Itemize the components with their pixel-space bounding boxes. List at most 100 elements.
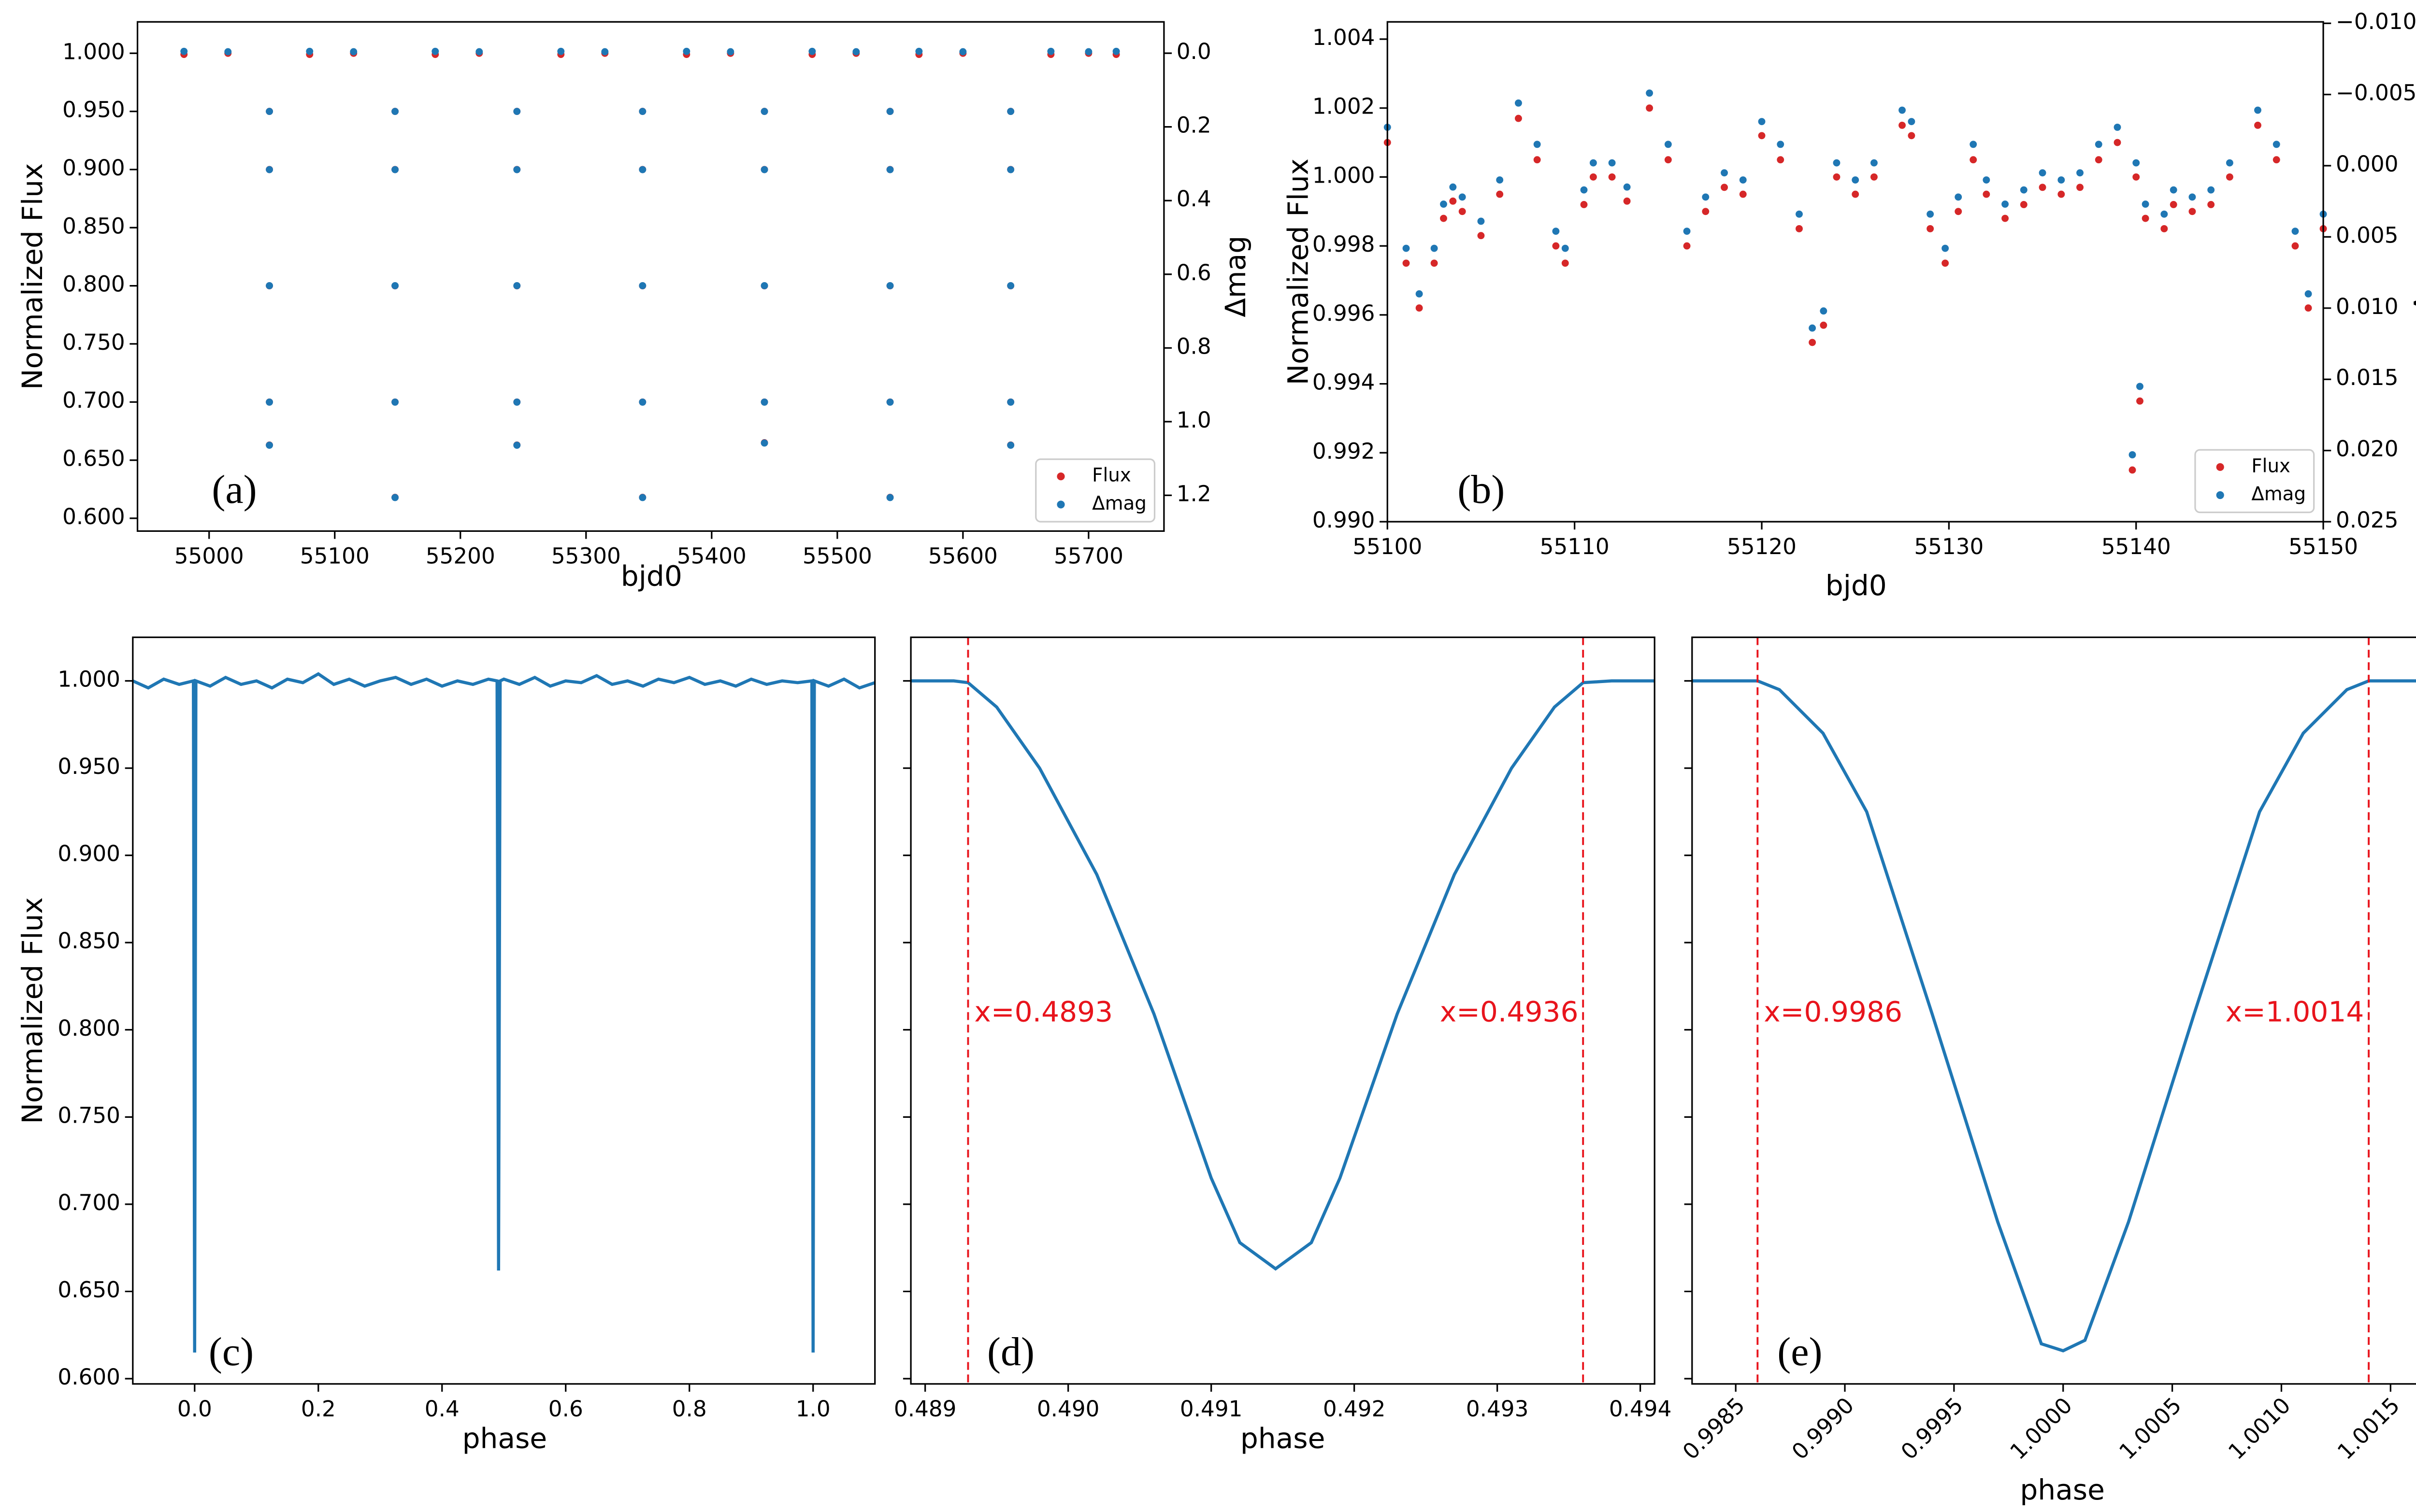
x-tick-label: 0.6	[548, 1396, 583, 1422]
data-point	[2254, 121, 2261, 129]
x-tick-label: 1.0015	[2332, 1392, 2404, 1464]
y2-tick-label: 0.4	[1177, 186, 1211, 212]
y-tick-label: 0.996	[1312, 300, 1375, 326]
data-point	[1646, 104, 1654, 112]
data-point	[1664, 156, 1672, 164]
data-point	[886, 398, 894, 406]
x-tick-label: 55100	[1352, 534, 1422, 559]
data-point	[959, 48, 967, 56]
y-tick-label: 0.600	[58, 1364, 120, 1390]
data-point	[1796, 210, 1803, 218]
vline-label: x=0.9986	[1764, 996, 1902, 1028]
y-tick-label: 0.750	[62, 329, 125, 355]
data-point	[1721, 169, 1728, 177]
data-point	[1739, 176, 1747, 184]
data-point	[1927, 210, 1934, 218]
data-line	[911, 679, 1655, 1271]
data-point	[1007, 108, 1015, 115]
data-point	[1758, 132, 1766, 140]
x-tick-label: 55130	[1914, 534, 1984, 559]
y-tick-label: 1.004	[1312, 25, 1375, 50]
data-point	[639, 398, 647, 406]
data-point	[1970, 141, 1977, 148]
y2-tick-label: 0.010	[2336, 294, 2399, 319]
data-point	[1833, 173, 1841, 181]
legend-label: Δmag	[2251, 484, 2306, 505]
y-tick-label: 0.950	[58, 754, 120, 779]
x-tick-label: 1.0005	[2114, 1392, 2186, 1464]
data-point	[1449, 197, 1457, 205]
data-point	[1007, 282, 1015, 289]
data-point	[475, 48, 483, 56]
y-tick-label: 1.000	[58, 667, 120, 692]
y2-axis-label: Δmag	[1219, 236, 1252, 317]
data-point	[1777, 141, 1784, 148]
x-tick-label: 0.9995	[1896, 1392, 1968, 1464]
data-point	[886, 494, 894, 501]
y2-tick-label: −0.010	[2336, 9, 2416, 34]
data-point	[2128, 451, 2136, 458]
data-point	[1955, 193, 1962, 201]
data-point	[1941, 259, 1949, 267]
x-tick-label: 55150	[2288, 534, 2358, 559]
data-point	[639, 494, 647, 501]
legend-marker	[1057, 472, 1065, 481]
data-point	[915, 47, 923, 55]
x-axis-label: phase	[1240, 1422, 1325, 1455]
data-point	[1646, 89, 1654, 97]
y2-tick-label: 0.2	[1177, 113, 1211, 138]
data-point	[2132, 173, 2140, 181]
x-tick-label: 0.9990	[1787, 1392, 1859, 1464]
y2-tick-label: 1.2	[1177, 481, 1211, 506]
data-point	[1496, 190, 1504, 198]
data-point	[1533, 156, 1541, 164]
data-point	[2001, 200, 2009, 208]
data-point	[1047, 47, 1055, 55]
legend-box	[1035, 458, 1156, 523]
x-tick-label: 55600	[928, 543, 998, 569]
data-point	[266, 442, 273, 449]
x-tick-label: 1.0000	[2005, 1392, 2077, 1464]
data-point	[513, 282, 521, 289]
data-point	[2136, 383, 2143, 390]
data-point	[1623, 183, 1631, 191]
data-point	[2272, 141, 2280, 148]
data-point	[391, 494, 399, 501]
data-point	[1514, 114, 1522, 122]
y-tick-label: 0.800	[58, 1015, 120, 1041]
x-tick-label: 55120	[1727, 534, 1797, 559]
x-tick-label: 55100	[300, 543, 370, 569]
data-point	[2095, 156, 2102, 164]
data-point	[391, 166, 399, 173]
data-point	[1007, 166, 1015, 173]
y-tick-label: 0.700	[62, 387, 125, 413]
data-point	[2291, 228, 2299, 235]
data-point	[350, 48, 358, 56]
data-point	[2076, 169, 2084, 177]
data-point	[513, 442, 521, 449]
y-tick-label: 0.900	[58, 841, 120, 867]
data-point	[1739, 190, 1747, 198]
data-point	[1809, 324, 1816, 332]
data-point	[2132, 159, 2140, 167]
y-tick-label: 0.600	[62, 504, 125, 529]
data-point	[1449, 183, 1457, 191]
data-point	[1870, 173, 1878, 181]
y2-axis-label: Δmag	[2408, 231, 2416, 313]
x-axis-label: bjd0	[1826, 569, 1887, 602]
data-point	[2226, 173, 2233, 181]
data-point	[2136, 397, 2143, 405]
data-point	[1608, 159, 1616, 167]
data-point	[1007, 442, 1015, 449]
y-tick-label: 0.950	[62, 97, 125, 123]
data-point	[1552, 242, 1560, 250]
data-point	[391, 282, 399, 289]
legend-marker	[2216, 491, 2224, 499]
data-point	[1415, 290, 1423, 298]
legend-label: Δmag	[1092, 493, 1147, 514]
data-point	[513, 398, 521, 406]
y-tick-label: 0.650	[62, 446, 125, 471]
data-point	[639, 108, 647, 115]
data-point	[2207, 186, 2215, 194]
y2-tick-label: −0.005	[2336, 80, 2416, 106]
